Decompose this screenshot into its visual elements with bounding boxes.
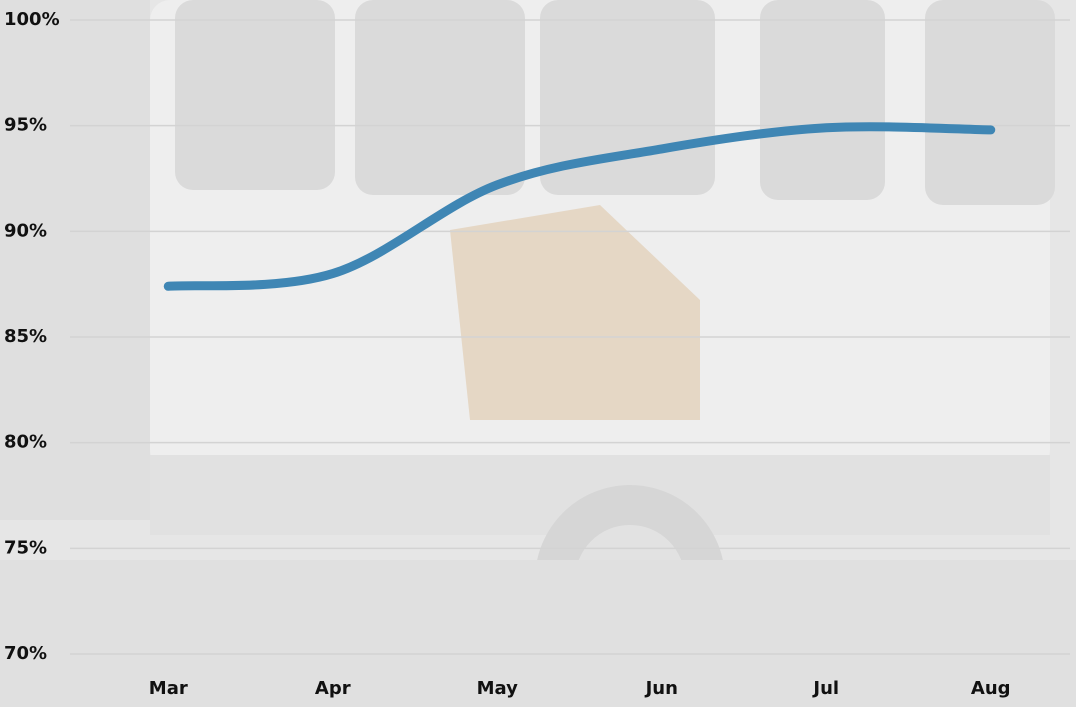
x-tick-label: Mar <box>149 678 188 699</box>
x-tick-label: Apr <box>315 678 351 699</box>
x-tick-label: Jul <box>811 678 839 699</box>
y-tick-label: 70% <box>4 643 47 664</box>
y-tick-label: 95% <box>4 115 47 136</box>
line-series <box>163 122 996 291</box>
x-tick-label: Jun <box>644 678 678 699</box>
y-tick-label: 80% <box>4 432 47 453</box>
x-tick-label: May <box>477 678 519 699</box>
y-tick-label: 75% <box>4 537 47 558</box>
x-tick-label: Aug <box>971 678 1011 699</box>
y-tick-label: 85% <box>4 326 47 347</box>
y-tick-label: 90% <box>4 220 47 241</box>
y-tick-label: 100% <box>4 9 60 30</box>
